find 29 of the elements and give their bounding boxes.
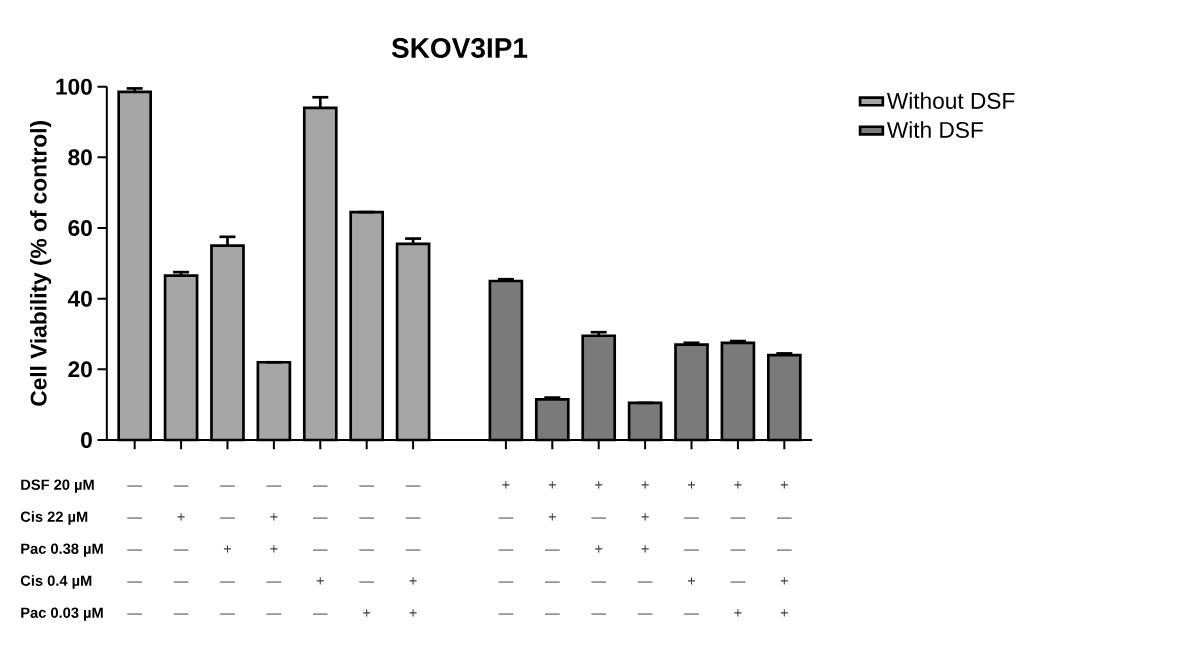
category-label: + — — — — xyxy=(498,481,514,615)
chart-title: SKOV3IP1 xyxy=(391,38,528,58)
text: DSF 20 µM xyxy=(21,479,94,493)
category-label: — — — + — xyxy=(312,485,328,615)
y-tick-label: 20 xyxy=(68,361,92,378)
category-label: + — + — — xyxy=(591,481,607,615)
y-tick-label: 100 xyxy=(56,78,92,95)
category-label: + + + — — xyxy=(637,481,653,615)
category-label: — — — + + xyxy=(405,485,421,617)
legend-label: Without DSF xyxy=(886,92,1015,109)
y-tick-label: 80 xyxy=(68,149,92,166)
category-label: + — — — + xyxy=(730,481,746,617)
text: Cis 0.4 µM xyxy=(20,575,92,589)
text: Pac 0.38 µM xyxy=(21,543,103,557)
category-label: + — — + — xyxy=(684,481,699,615)
category-label: — — — — + xyxy=(359,485,375,617)
text: Cis 22 µM xyxy=(20,511,88,525)
y-tick-label: 0 xyxy=(81,431,92,449)
y-tick-label: 60 xyxy=(68,219,92,237)
category-label: — — + — — xyxy=(220,485,235,615)
category-label: + + — — — xyxy=(544,481,560,615)
category-label: — + + — — xyxy=(266,485,282,615)
y-tick-label: 40 xyxy=(67,290,92,307)
category-label: + — — + + xyxy=(776,481,792,617)
category-label: — + — — — xyxy=(173,485,189,615)
legend-label: With DSF xyxy=(886,121,983,138)
category-label: — — — — — xyxy=(127,485,142,615)
text: Pac 0.03 µM xyxy=(21,607,103,621)
y-axis-title: Cell Viability (% of control) xyxy=(30,121,52,406)
